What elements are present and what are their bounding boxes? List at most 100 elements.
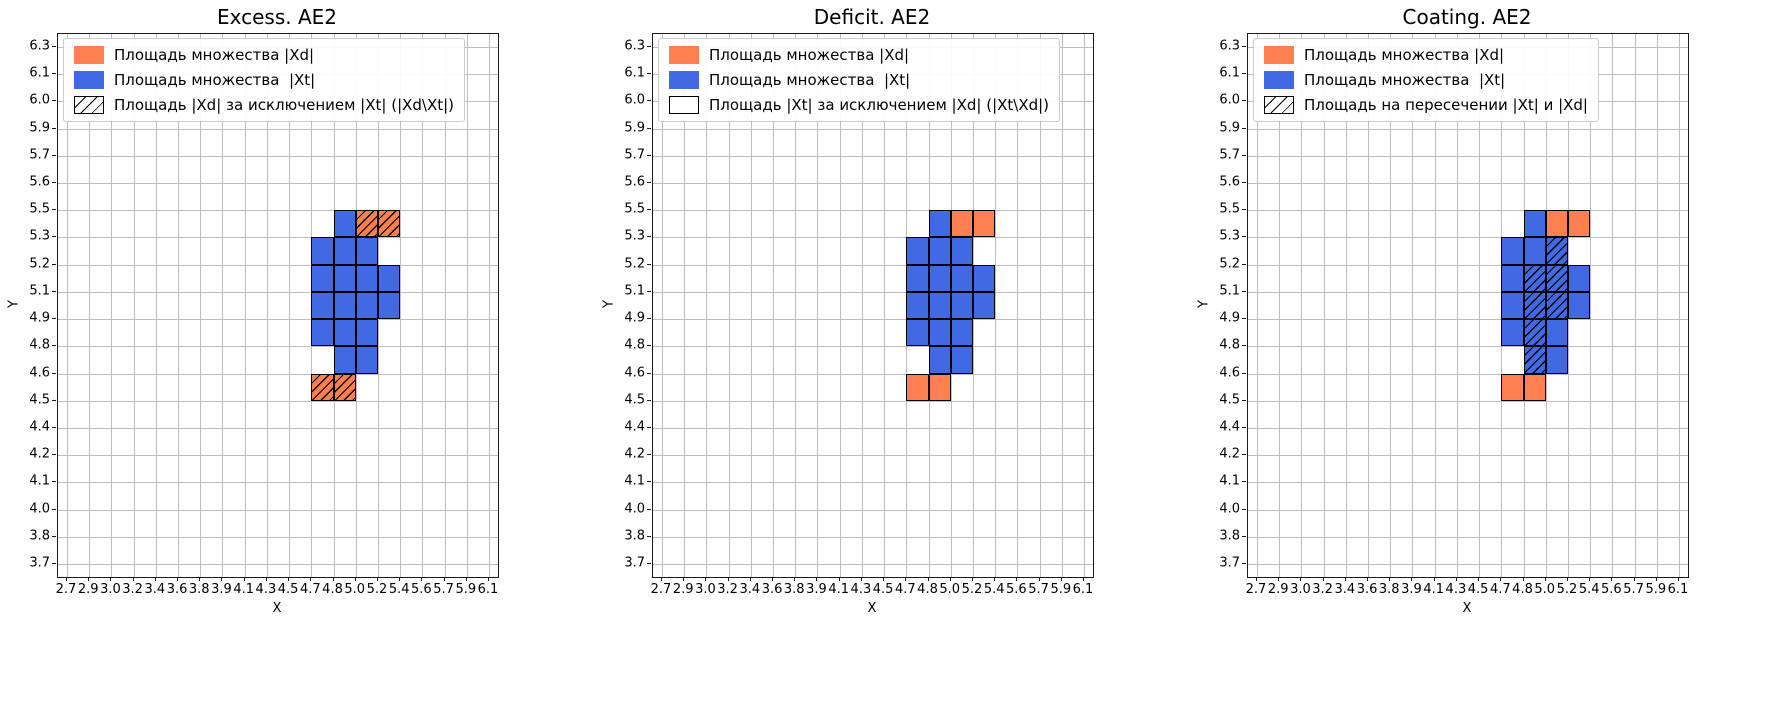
x-tick-label: 2.9 [672,582,694,597]
gridline-horizontal [653,427,1093,429]
x-tick-mark [1522,577,1524,581]
x-tick-mark [376,577,378,581]
xt-cell [311,291,334,320]
x-tick-label: 3.4 [144,582,166,597]
x-tick-label: 5.7 [1028,582,1049,597]
x-axis-label: X [867,601,877,616]
xd-cell [1545,210,1568,238]
xt-cell [1523,210,1546,238]
x-tick-label: 2.7 [55,582,77,597]
xd-cell [1501,373,1524,401]
gridline-vertical [773,34,775,577]
x-tick-mark [794,577,796,581]
y-tick-mark [647,209,651,211]
x-tick-mark [883,577,885,581]
x-tick-mark [816,577,818,581]
x-tick-mark [1455,577,1457,581]
gridline-vertical [1479,34,1481,577]
gridline-horizontal [1248,183,1688,185]
x-tick-label: 5.6 [1006,582,1027,597]
legend: Площадь множества |Xd| Площадь множества … [63,38,466,123]
y-tick-mark [52,454,56,456]
gridline-horizontal [58,128,498,130]
xd-cell [928,373,951,401]
gridline-horizontal [1248,155,1688,157]
gridline-horizontal [58,482,498,484]
gridline-vertical [1323,34,1325,577]
xd-cell [1523,373,1546,401]
y-tick-mark [1242,563,1246,564]
xt-cell [928,210,951,238]
x-tick-label: 6.1 [477,582,499,597]
x-tick-label: 3.0 [100,582,121,597]
gridline-vertical [884,34,886,577]
y-tick-mark [647,46,651,47]
y-tick-mark [1242,209,1246,211]
y-tick-mark [647,154,651,156]
gridline-horizontal [653,264,1093,266]
gridline-vertical [155,34,157,577]
y-tick-mark [1242,426,1246,428]
gridline-vertical [684,34,686,577]
gridline-horizontal [653,400,1093,402]
gridline-vertical [839,34,841,577]
x-tick-mark [154,577,156,581]
x-tick-label: 5.2 [366,582,388,597]
x-tick-mark [66,577,67,581]
xd-cell [950,210,973,238]
y-tick-label: 4.8 [1219,337,1240,353]
y-tick-mark [52,372,56,374]
x-tick-label: 5.0 [1534,582,1556,597]
y-tick-mark [52,46,56,47]
gridline-vertical [995,34,997,577]
gridline-horizontal [1248,400,1688,402]
x-tick-label: 4.8 [1512,582,1533,597]
legend-item-label: Площадь множества |Xt| [114,70,316,89]
gridline-vertical [1345,34,1347,577]
y-tick-label: 5.2 [624,256,645,272]
x-tick-label: 4.8 [917,582,938,597]
x-tick-label: 5.0 [344,582,366,597]
x-tick-mark [949,577,951,581]
subplot-excess: Excess. AE2 Y Площадь множества |Xd| Площ… [0,0,595,709]
x-tick-mark [1038,577,1040,581]
x-tick-mark [443,577,445,581]
y-tick-mark [647,236,651,238]
y-tick-label: 6.0 [29,92,50,108]
y-tick-label: 4.2 [1219,446,1240,462]
x-tick-label: 4.3 [850,582,872,597]
x-tick-label: 4.3 [255,582,277,597]
y-tick-label: 4.6 [1219,365,1240,381]
gridline-horizontal [58,155,498,157]
y-tick-label: 5.2 [1219,256,1240,272]
y-tick-mark [52,399,56,401]
gridline-vertical [422,34,424,577]
x-axis-label: X [272,601,282,616]
y-tick-label: 3.8 [624,528,645,544]
gridline-vertical [861,34,863,577]
x-tick-mark [749,577,751,581]
gridline-vertical [1456,34,1458,577]
y-tick-mark [52,481,56,483]
x-tick-label: 3.0 [695,582,716,597]
xt-cell [950,291,973,320]
x-tick-label: 4.5 [1467,582,1489,597]
legend: Площадь множества |Xd| Площадь множества … [1253,38,1599,123]
gridline-horizontal [653,128,1093,130]
gridline-vertical [466,34,468,577]
gridline-horizontal [1248,264,1688,266]
gridline-vertical [222,34,224,577]
y-tick-label: 5.7 [624,147,645,163]
y-tick-label: 6.1 [1219,65,1240,81]
y-tick-mark [647,100,651,102]
y-tick-mark [1242,399,1246,401]
gridline-horizontal [653,536,1093,538]
hatch-swatch-icon [1264,95,1294,114]
hatch-swatch-icon [74,95,104,114]
x-tick-mark [1655,577,1657,581]
x-tick-label: 6.1 [1072,582,1094,597]
xt-cell [928,319,951,347]
xt-cell [355,264,378,292]
gridline-horizontal [58,346,498,348]
